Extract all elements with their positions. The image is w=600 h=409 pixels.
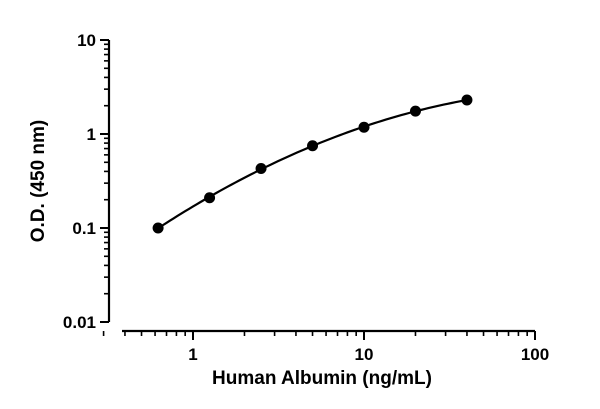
y-tick-label: 0.01 xyxy=(63,313,96,332)
y-tick-label: 1 xyxy=(87,125,96,144)
fit-curve-group xyxy=(157,98,468,230)
x-axis-title: Human Albumin (ng/mL) xyxy=(212,368,432,389)
data-point xyxy=(307,140,319,152)
x-axis: 1 10 100 xyxy=(102,329,549,364)
y-tick-label: 10 xyxy=(77,31,96,50)
y-axis: 0.01 0.1 1 10 xyxy=(63,31,111,332)
data-point xyxy=(152,222,164,234)
data-point xyxy=(409,105,421,117)
data-points xyxy=(152,94,473,234)
x-tick-label: 100 xyxy=(521,345,549,364)
y-axis-title: O.D. (450 nm) xyxy=(28,120,49,242)
data-point xyxy=(255,162,267,174)
data-point xyxy=(358,121,370,133)
fit-curve xyxy=(157,98,468,230)
data-point xyxy=(461,94,473,106)
y-tick-label: 0.1 xyxy=(72,219,96,238)
data-point xyxy=(204,192,216,204)
x-tick-label: 10 xyxy=(355,345,374,364)
x-tick-label: 1 xyxy=(188,345,197,364)
